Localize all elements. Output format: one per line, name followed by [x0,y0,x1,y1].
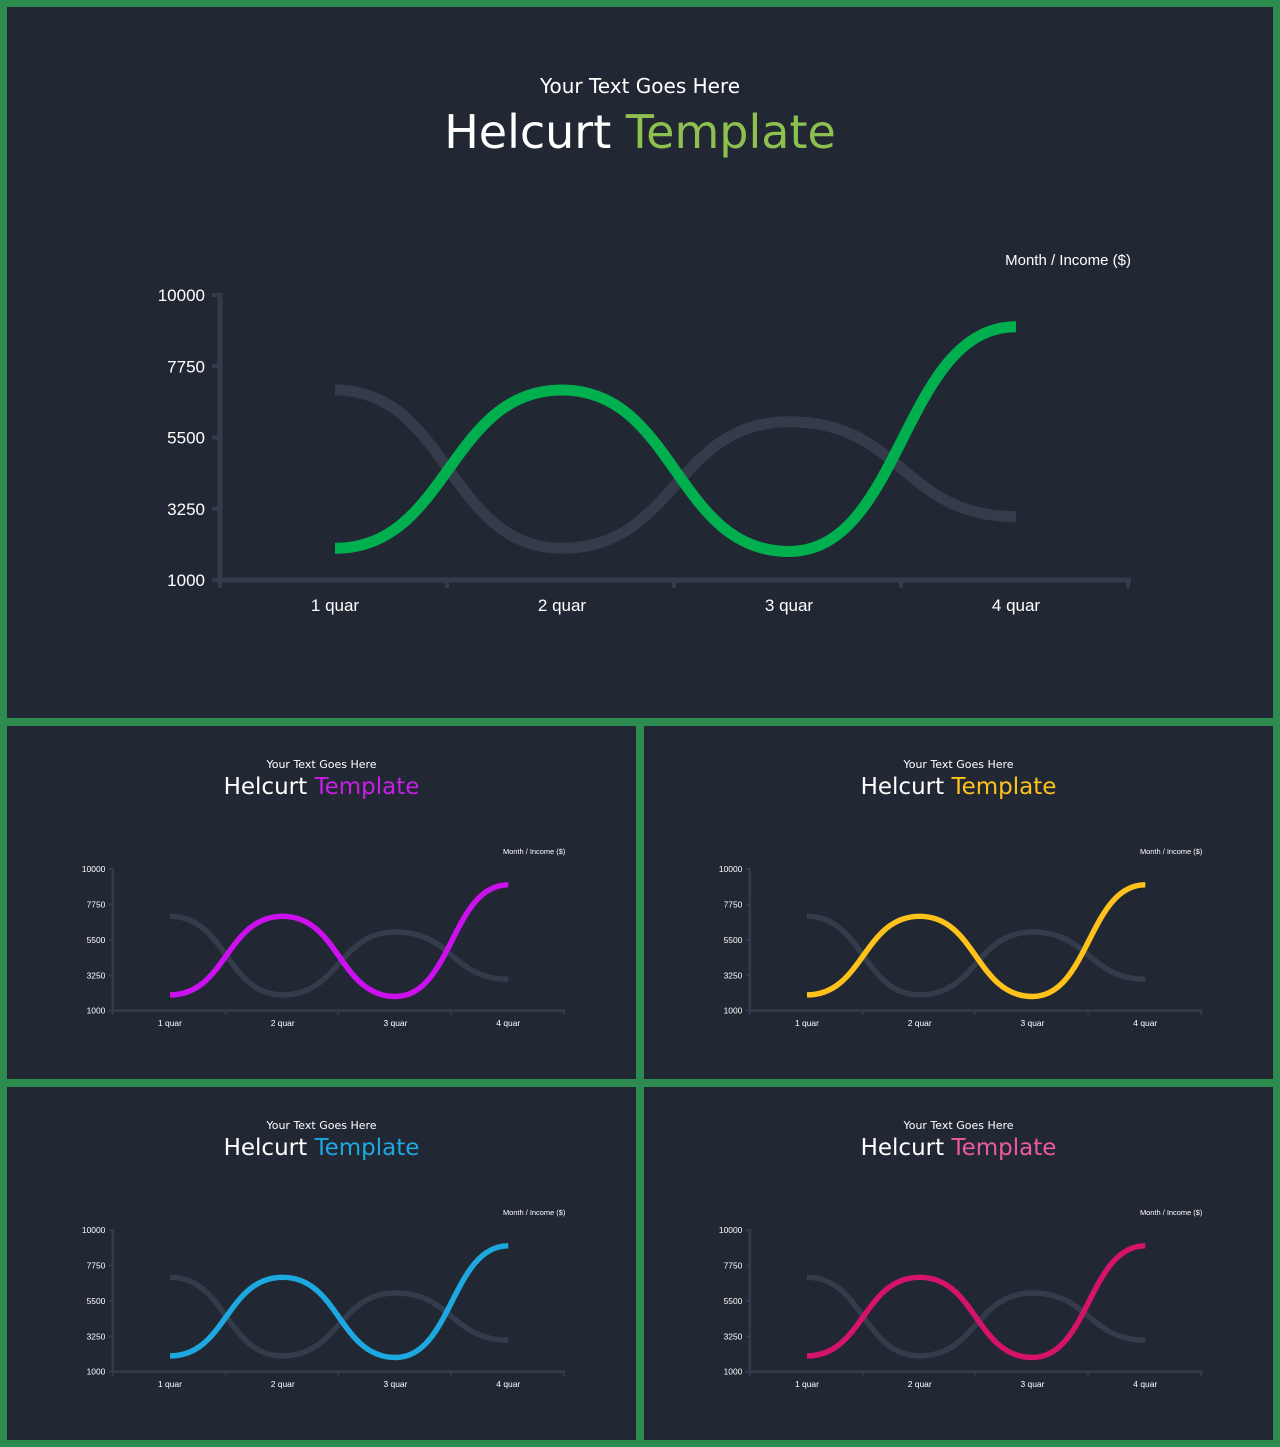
slide-title: Helcurt Template [7,1135,636,1161]
slide-title-main: Helcurt [223,774,308,800]
unit-label: Month / Income ($) [503,847,566,856]
y-tick-label: 10000 [719,864,743,874]
x-tick-label: 3 quar [384,1379,408,1389]
slide-subtitle: Your Text Goes Here [903,758,1014,771]
x-tick-label: 2 quar [908,1379,932,1389]
y-tick-label: 3250 [724,970,743,980]
x-tick-label: 2 quar [538,596,587,615]
slide-title-accent: Template [314,1135,420,1161]
x-tick-label: 4 quar [1133,1018,1157,1028]
x-tick-label: 1 quar [158,1018,182,1028]
slide-title: Helcurt Template [7,105,1273,159]
line-chart: 1000 3250 5500 7750 10000 1 quar 2 quar 3 quar 4… [719,847,1203,1028]
slide-subtitle: Your Text Goes Here [903,1119,1014,1132]
slide-title-accent: Template [625,105,836,159]
slide-subtitle: Your Text Goes Here [539,74,741,98]
slide-title-main: Helcurt [223,1135,308,1161]
y-tick-label: 5500 [87,1296,106,1306]
y-tick-label: 10000 [158,286,205,305]
y-tick-label: 10000 [82,864,106,874]
slide-blue: Your Text Goes Here Helcurt Template 100… [7,1087,636,1440]
x-tick-label: 3 quar [1021,1379,1045,1389]
y-tick-label: 1000 [724,1006,743,1016]
y-tick-label: 1000 [724,1367,743,1377]
slide-title: Helcurt Template [644,774,1273,800]
slide-main: Your Text Goes Here Helcurt Template 100… [7,7,1273,718]
y-tick-label: 3250 [167,500,205,519]
y-tick-label: 3250 [87,1331,106,1341]
y-tick-label: 1000 [167,571,205,590]
slide-purple: Your Text Goes Here Helcurt Template 100… [7,726,636,1079]
y-tick-label: 1000 [87,1367,106,1377]
y-tick-label: 7750 [87,899,106,909]
y-tick-label: 3250 [724,1331,743,1341]
slide-title-accent: Template [314,774,420,800]
y-tick-label: 7750 [167,357,205,376]
unit-label: Month / Income ($) [1140,847,1203,856]
y-tick-label: 1000 [87,1006,106,1016]
x-tick-label: 4 quar [496,1018,520,1028]
unit-label: Month / Income ($) [1140,1208,1203,1217]
x-tick-label: 4 quar [496,1379,520,1389]
x-tick-label: 1 quar [795,1018,819,1028]
series-line-primary [806,1243,1146,1361]
x-tick-label: 3 quar [1021,1018,1045,1028]
slide-title-accent: Template [951,774,1057,800]
series-line-primary [334,321,1017,557]
y-tick-label: 5500 [167,429,205,448]
slide-title-main: Helcurt [860,1135,945,1161]
series-line-primary [169,1243,509,1361]
x-tick-label: 1 quar [795,1379,819,1389]
slide-subtitle: Your Text Goes Here [266,758,377,771]
series-line-primary [806,882,1146,1000]
slide-title: Helcurt Template [7,774,636,800]
y-tick-label: 5500 [724,1296,743,1306]
y-tick-label: 3250 [87,970,106,980]
x-tick-label: 4 quar [1133,1379,1157,1389]
y-tick-label: 7750 [724,1260,743,1270]
unit-label: Month / Income ($) [503,1208,566,1217]
y-tick-label: 7750 [87,1260,106,1270]
unit-label: Month / Income ($) [1005,252,1131,269]
slide-subtitle: Your Text Goes Here [266,1119,377,1132]
y-tick-label: 10000 [719,1225,743,1235]
line-chart: 1000 3250 5500 7750 10000 1 quar 2 quar 3 quar 4… [82,1208,566,1389]
x-tick-label: 4 quar [992,596,1041,615]
line-chart: 1000 3250 5500 7750 10000 1 quar 2 quar 3 quar 4… [82,847,566,1028]
y-tick-label: 10000 [82,1225,106,1235]
slide-yellow: Your Text Goes Here Helcurt Template 100… [644,726,1273,1079]
y-tick-label: 5500 [724,935,743,945]
y-tick-label: 5500 [87,935,106,945]
x-tick-label: 3 quar [765,596,814,615]
slide-title-accent: Template [951,1135,1057,1161]
x-tick-label: 2 quar [271,1379,295,1389]
series-line-secondary [334,384,1017,554]
y-tick-label: 7750 [724,899,743,909]
x-tick-label: 3 quar [384,1018,408,1028]
x-tick-label: 1 quar [311,596,360,615]
series-line-primary [169,882,509,1000]
slide-pink: Your Text Goes Here Helcurt Template 100… [644,1087,1273,1440]
slide-title: Helcurt Template [644,1135,1273,1161]
slide-title-main: Helcurt [860,774,945,800]
line-chart: 1000 3250 5500 7750 10000 1 quar 2 quar 3 quar 4… [158,252,1131,615]
x-tick-label: 2 quar [908,1018,932,1028]
x-tick-label: 1 quar [158,1379,182,1389]
x-tick-label: 2 quar [271,1018,295,1028]
slide-title-main: Helcurt [444,105,612,159]
line-chart: 1000 3250 5500 7750 10000 1 quar 2 quar 3 quar 4… [719,1208,1203,1389]
